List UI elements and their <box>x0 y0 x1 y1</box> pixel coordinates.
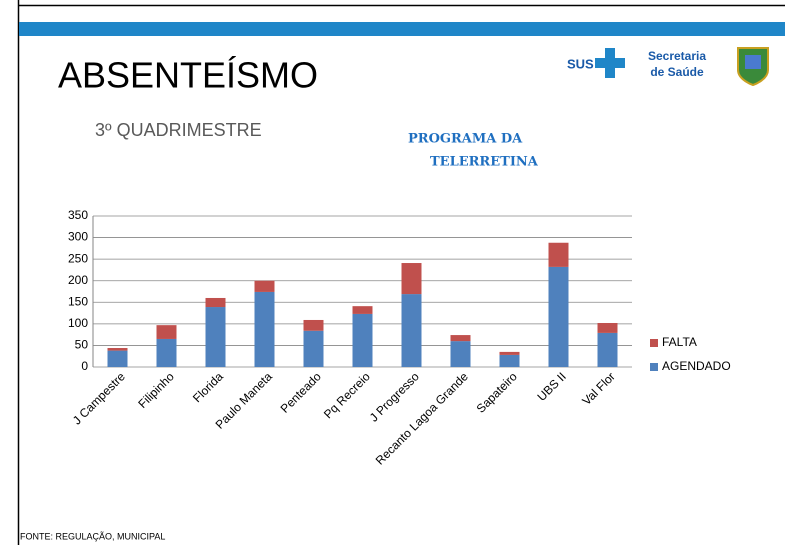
bar-segment <box>303 330 324 367</box>
logo-text: Secretaria <box>648 49 706 63</box>
logo-sus: SUS <box>567 56 594 71</box>
source-note: FONTE: REGULAÇÃO, MUNICIPAL <box>20 531 165 541</box>
legend-swatch <box>650 339 658 347</box>
y-tick-label: 300 <box>68 230 88 244</box>
y-tick-label: 250 <box>68 251 88 265</box>
bar-segment <box>303 319 324 331</box>
bar-segment <box>401 294 422 367</box>
y-tick-label: 50 <box>75 338 89 352</box>
legend-swatch <box>650 363 658 371</box>
program-line: PROGRAMA DA <box>408 132 523 147</box>
bar-segment <box>352 306 373 314</box>
bar-segment <box>499 351 520 355</box>
bar-segment <box>205 307 226 367</box>
bar-segment <box>254 280 275 292</box>
bar-segment <box>107 348 128 351</box>
bar-segment <box>548 242 569 267</box>
bar-segment <box>107 350 128 367</box>
bar-segment <box>597 332 618 367</box>
bar-segment <box>499 354 520 367</box>
header-band <box>19 22 785 36</box>
coat-of-arms-shield <box>745 55 761 69</box>
legend-label: AGENDADO <box>662 359 731 373</box>
bar-segment <box>352 313 373 367</box>
bar-segment <box>597 322 618 333</box>
logo-cross <box>595 48 625 78</box>
program-line: TELERRETINA <box>430 155 539 170</box>
bar-segment <box>548 266 569 367</box>
logo-text: de Saúde <box>650 65 704 79</box>
y-tick-label: 200 <box>68 273 88 287</box>
y-tick-label: 150 <box>68 294 88 308</box>
bar-segment <box>401 263 422 295</box>
y-tick-label: 0 <box>81 359 88 373</box>
y-tick-label: 350 <box>68 208 88 222</box>
bar-segment <box>205 297 226 308</box>
bar-segment <box>254 291 275 367</box>
slide-subtitle: 3º QUADRIMESTRE <box>95 120 262 140</box>
bar-segment <box>450 335 471 342</box>
legend-label: FALTA <box>662 335 697 349</box>
bar-segment <box>156 338 177 367</box>
y-tick-label: 100 <box>68 316 88 330</box>
slide-title: ABSENTEÍSMO <box>58 55 318 96</box>
bar-segment <box>156 325 177 339</box>
logo: SUS Secretaria de Saúde <box>567 47 769 87</box>
bar-segment <box>450 341 471 367</box>
